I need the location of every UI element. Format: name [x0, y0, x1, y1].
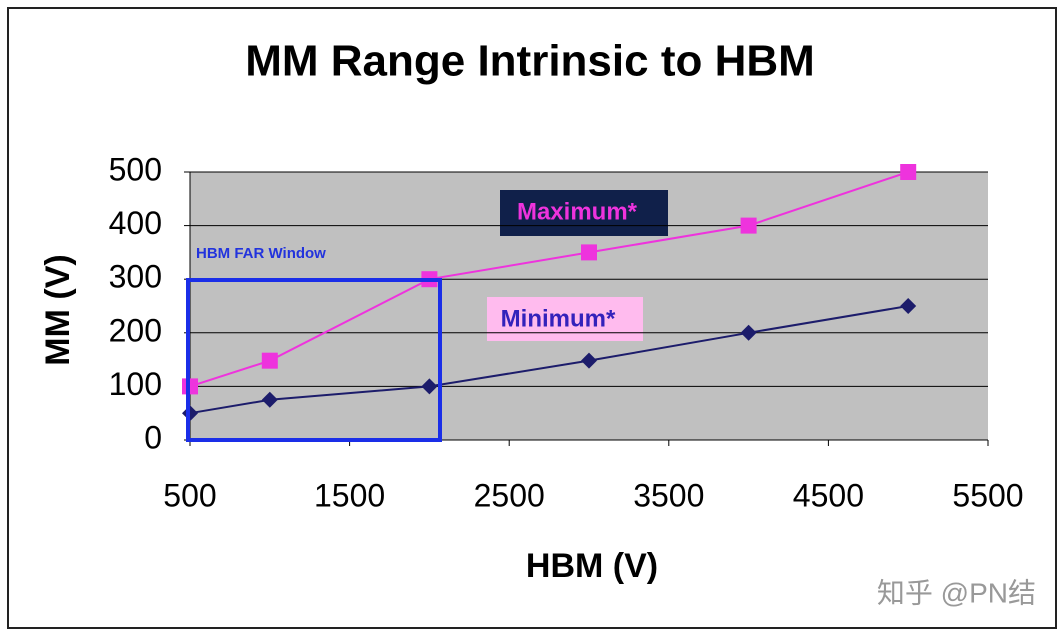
y-tick-label: 300 — [109, 259, 162, 295]
marker — [581, 244, 597, 261]
series-label: Minimum* — [501, 305, 616, 332]
marker — [261, 391, 278, 408]
y-tick-label: 100 — [109, 366, 162, 402]
marker — [740, 217, 757, 234]
marker — [421, 378, 438, 395]
x-tick-label: 3500 — [633, 477, 704, 513]
x-tick-label: 4500 — [793, 477, 864, 513]
watermark: 知乎 @PN结 — [877, 577, 1036, 608]
x-tick-label: 2500 — [474, 477, 545, 513]
marker — [261, 352, 278, 369]
y-tick-label: 500 — [109, 151, 162, 187]
minimum-label-box — [487, 297, 643, 341]
marker — [740, 324, 757, 341]
marker — [581, 352, 597, 369]
far-window-box — [186, 278, 442, 442]
x-tick-label: 5500 — [952, 477, 1023, 513]
y-axis-title: MM (V) — [39, 254, 77, 365]
y-tick-label: 400 — [109, 205, 162, 241]
series-label: Maximum* — [517, 198, 638, 225]
series-line — [189, 171, 909, 388]
x-tick-label: 500 — [163, 477, 216, 513]
x-axis-title: HBM (V) — [526, 547, 658, 585]
maximum-label-box — [500, 190, 668, 236]
series-line — [189, 305, 909, 415]
chart-title: MM Range Intrinsic to HBM — [245, 37, 815, 86]
annotation: HBM FAR Window — [196, 245, 326, 262]
y-tick-label: 200 — [109, 312, 162, 348]
marker — [900, 298, 917, 314]
x-tick-label: 1500 — [314, 477, 385, 513]
marker — [900, 164, 917, 180]
y-tick-label: 0 — [144, 419, 162, 455]
